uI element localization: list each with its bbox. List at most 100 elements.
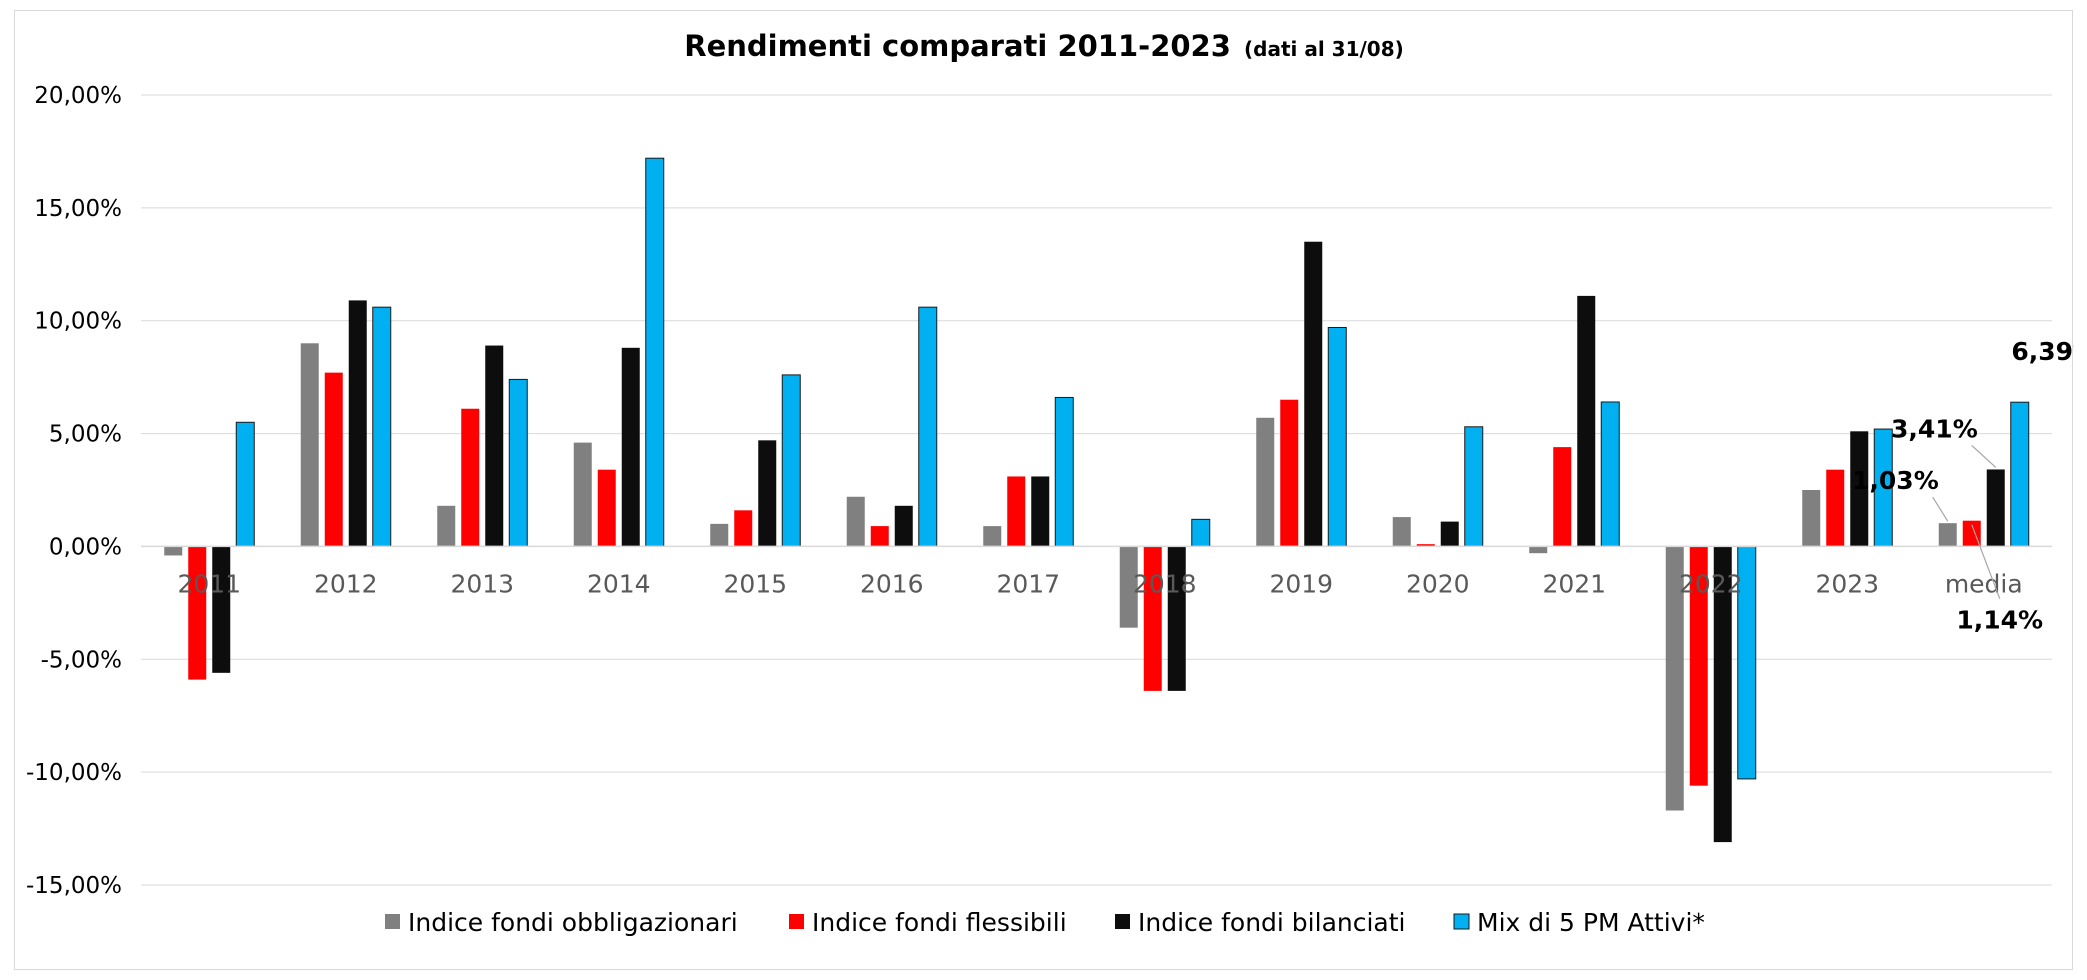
bar (2010, 401, 2030, 547)
x-category-label: 2018 (1133, 569, 1197, 598)
x-category-label: 2022 (1679, 569, 1743, 598)
annotation-leader-line (1971, 445, 1997, 468)
chart-svg: Rendimenti comparati 2011-2023 (dati al … (26, 29, 2074, 937)
bar (734, 510, 753, 547)
bar (1416, 544, 1435, 547)
bar (1938, 523, 1957, 547)
bar (1962, 520, 1981, 547)
bar (1850, 431, 1869, 547)
bar (188, 546, 207, 680)
bar (485, 345, 504, 547)
bar (324, 372, 343, 547)
bar (870, 526, 889, 547)
y-tick-label: -15,00% (26, 873, 122, 899)
chart-title-main: Rendimenti comparati 2011-2023 (684, 29, 1231, 63)
bar (918, 306, 938, 547)
bar (1577, 295, 1596, 547)
data-label: 6,39% (2011, 337, 2074, 366)
y-axis-ticks: 20,00% 15,00% 10,00% 5,00% 0,00% -5,00% -10,00… (26, 83, 122, 899)
bar (1529, 546, 1548, 554)
bar (1986, 469, 2005, 547)
bar (1054, 396, 1074, 547)
y-tick-label: -5,00% (41, 647, 122, 673)
legend-label: Indice fondi obbligazionari (408, 908, 738, 937)
bar (710, 523, 729, 547)
bar (235, 421, 255, 547)
legend-swatch (789, 914, 804, 929)
y-tick-label: 20,00% (34, 83, 122, 109)
bar (781, 374, 801, 547)
bar (437, 505, 456, 547)
bar (1802, 490, 1821, 547)
y-tick-label: 0,00% (49, 534, 122, 560)
y-tick-label: 10,00% (34, 309, 122, 335)
bar (1392, 517, 1411, 547)
y-tick-label: -10,00% (26, 760, 122, 786)
bar (1191, 518, 1211, 547)
bar (645, 157, 665, 547)
bar (1440, 521, 1459, 547)
legend-label: Indice fondi flessibili (812, 908, 1067, 937)
legend: Indice fondi obbligazionari Indice fondi … (385, 908, 1705, 937)
annotation-layer: 6,39% 3,41% 1,03% 1,14% (1852, 337, 2074, 635)
x-category-label: 2017 (996, 569, 1060, 598)
bar (983, 526, 1002, 547)
x-category-label: 2016 (860, 569, 924, 598)
bar (1665, 546, 1684, 811)
bar (461, 408, 480, 547)
x-category-label: 2019 (1269, 569, 1333, 598)
bar (758, 440, 777, 547)
bar (573, 442, 592, 547)
bar (1327, 326, 1347, 547)
chart-title-subtitle: (dati al 31/08) (1244, 37, 1404, 61)
bar (597, 469, 616, 547)
x-axis-categories: 2011 2012 2013 2014 2015 2016 2017 2018 2019 2020… (177, 569, 2022, 598)
x-category-label: 2023 (1815, 569, 1879, 598)
bar (1826, 469, 1845, 547)
x-category-label: 2021 (1542, 569, 1606, 598)
chart-title: Rendimenti comparati 2011-2023 (dati al … (684, 29, 1404, 63)
chart-frame: Rendimenti comparati 2011-2023 (dati al … (14, 10, 2074, 970)
x-category-label: 2012 (314, 569, 378, 598)
y-tick-label: 15,00% (34, 196, 122, 222)
x-category-label: 2014 (587, 569, 651, 598)
bar (1304, 241, 1323, 547)
legend-swatch (1453, 913, 1470, 930)
bar (300, 343, 319, 547)
bar (894, 505, 913, 547)
bar (1167, 546, 1186, 691)
bar (846, 496, 865, 547)
x-category-label: 2015 (723, 569, 787, 598)
x-category-label: 2020 (1406, 569, 1470, 598)
bar (372, 306, 392, 547)
legend-label: Mix di 5 PM Attivi* (1477, 908, 1705, 937)
bar (508, 378, 528, 547)
annotation-leader-line (1971, 524, 2001, 599)
bar (1713, 546, 1732, 843)
x-category-label: media (1945, 569, 2023, 598)
data-label: 3,41% (1891, 414, 1978, 443)
legend-label: Indice fondi bilanciati (1138, 908, 1406, 937)
annotation-leader-line (1932, 496, 1949, 522)
y-tick-label: 5,00% (49, 422, 122, 448)
data-label: 1,03% (1852, 466, 1939, 495)
bar (1280, 399, 1299, 547)
bar (1007, 476, 1026, 547)
bar (621, 347, 640, 547)
bar (212, 546, 231, 673)
bar (1031, 476, 1050, 547)
bar-layer (164, 157, 2030, 843)
bar (1256, 417, 1275, 547)
legend-swatch (385, 914, 400, 929)
bar (1689, 546, 1708, 786)
x-category-label: 2011 (177, 569, 241, 598)
legend-swatch (1115, 914, 1130, 929)
bar (164, 546, 183, 556)
x-category-label: 2013 (450, 569, 514, 598)
bar (1119, 546, 1138, 628)
bar (1464, 426, 1484, 547)
bar (1600, 401, 1620, 547)
bar (1143, 546, 1162, 691)
bar (1553, 447, 1572, 547)
data-label: 1,14% (1956, 606, 2043, 635)
